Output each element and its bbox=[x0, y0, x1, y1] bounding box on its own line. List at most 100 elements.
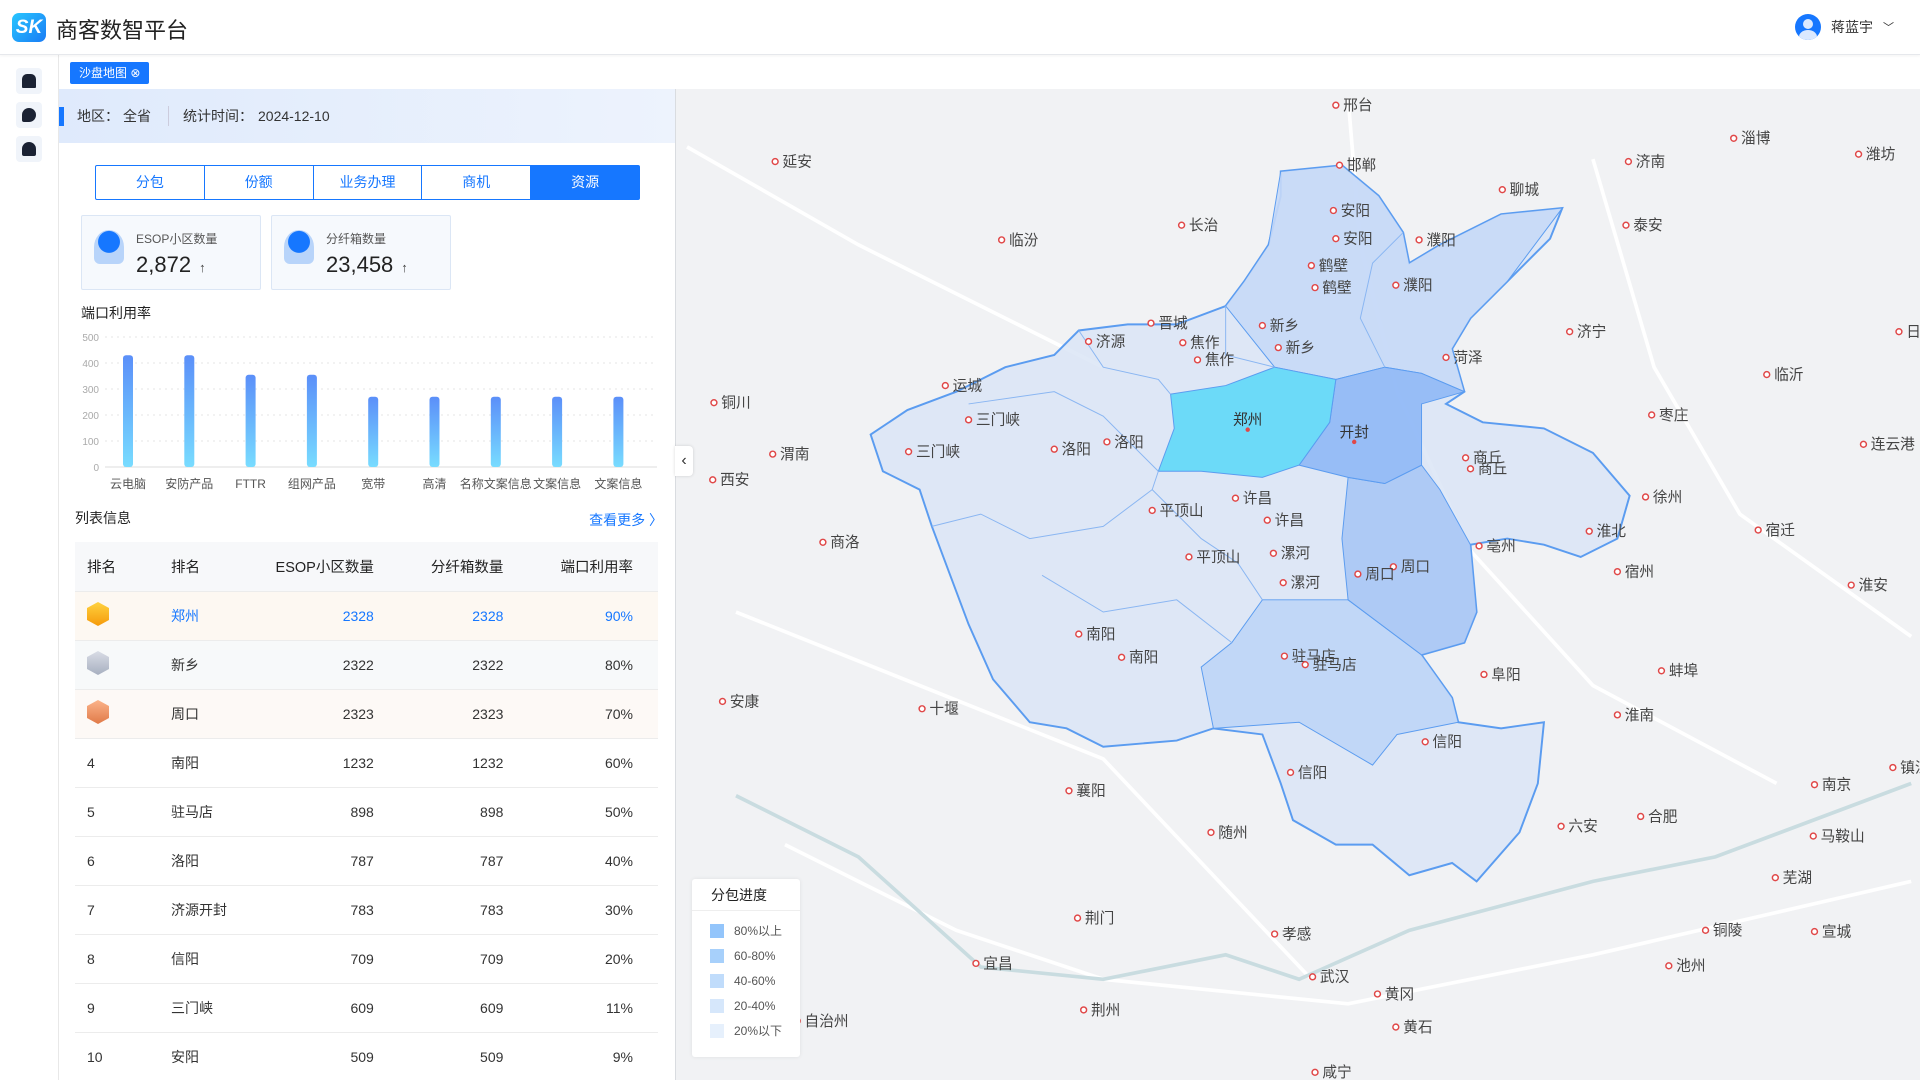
tab-sandbox-map[interactable]: 沙盘地图 ⊗ bbox=[70, 62, 150, 84]
bar[interactable] bbox=[368, 396, 379, 467]
city-marker[interactable]: 阜阳 bbox=[1480, 666, 1521, 683]
city-marker[interactable]: 西安 bbox=[709, 472, 750, 489]
city-marker[interactable]: 蚌埠 bbox=[1657, 662, 1699, 680]
bar[interactable] bbox=[613, 396, 624, 467]
city-marker[interactable]: 黄石 bbox=[1392, 1019, 1433, 1036]
city-marker[interactable]: 安阳 bbox=[1332, 231, 1373, 248]
tab-fenbao[interactable]: 分包 bbox=[96, 166, 205, 199]
city-marker[interactable]: 周口 bbox=[1354, 566, 1395, 583]
city-marker[interactable]: 商丘 bbox=[1466, 461, 1508, 478]
city-marker[interactable]: 南京 bbox=[1810, 777, 1852, 794]
city-marker[interactable]: 池州 bbox=[1665, 958, 1706, 975]
city-marker[interactable]: 铜川 bbox=[710, 395, 751, 412]
city-marker[interactable]: 亳州 bbox=[1475, 537, 1516, 555]
city-marker[interactable]: 晋城 bbox=[1147, 315, 1188, 332]
city-marker[interactable]: 濮阳 bbox=[1392, 277, 1433, 294]
city-marker[interactable]: 荆州 bbox=[1079, 1002, 1121, 1019]
city-marker[interactable]: 十堰 bbox=[918, 701, 959, 718]
city-marker[interactable]: 安阳 bbox=[1329, 202, 1370, 219]
table-row[interactable]: 5 驻马店 898 898 50% bbox=[75, 786, 658, 836]
city-marker[interactable]: 洛阳 bbox=[1050, 441, 1091, 458]
city-marker[interactable]: 襄阳 bbox=[1065, 783, 1106, 800]
tab-ziyuan[interactable]: 资源 bbox=[531, 166, 639, 199]
city-marker[interactable]: 日照 bbox=[1895, 325, 1920, 341]
city-marker[interactable]: 济宁 bbox=[1565, 324, 1607, 341]
close-icon[interactable]: ⊗ bbox=[130, 66, 141, 80]
city-marker[interactable]: 镇江 bbox=[1889, 759, 1920, 776]
city-marker[interactable]: 南阳 bbox=[1075, 626, 1116, 643]
city-marker[interactable]: 焦作 bbox=[1179, 335, 1220, 352]
table-row[interactable]: 8 信阳 709 709 20% bbox=[75, 933, 658, 983]
city-marker[interactable]: 宿州 bbox=[1613, 564, 1654, 581]
city-marker[interactable]: 许昌 bbox=[1263, 512, 1304, 529]
city-marker[interactable]: 马鞍山 bbox=[1809, 828, 1865, 845]
map-view[interactable]: 邢台 延安 济南 淄博 潍坊 邯郸 聊城 临汾 长治 泰安 安阳 安阳 濮阳 鹤壁 鹤壁 濮阳 晋城 新乡 新乡 焦作… bbox=[675, 89, 1920, 1081]
city-marker[interactable]: 驻马店 bbox=[1280, 648, 1336, 665]
bar[interactable] bbox=[552, 396, 563, 467]
city-marker[interactable]: 平顶山 bbox=[1148, 502, 1204, 519]
table-row[interactable]: 4 南阳 1232 1232 60% bbox=[75, 737, 658, 787]
store-icon[interactable] bbox=[16, 68, 42, 94]
table-row[interactable]: 7 济源开封 783 783 30% bbox=[75, 884, 658, 934]
city-marker[interactable]: 宜昌 bbox=[972, 955, 1013, 972]
city-marker[interactable]: 宣城 bbox=[1810, 923, 1852, 940]
city-marker[interactable]: 合肥 bbox=[1636, 808, 1678, 825]
view-more-link[interactable]: 查看更多 〉 bbox=[589, 512, 663, 528]
city-marker[interactable]: 枣庄 bbox=[1648, 406, 1689, 424]
city-marker[interactable]: 济南 bbox=[1624, 153, 1665, 170]
city-marker[interactable]: 鹤壁 bbox=[1311, 280, 1352, 297]
tab-shangji[interactable]: 商机 bbox=[422, 166, 532, 199]
user-icon[interactable] bbox=[16, 136, 42, 162]
city-marker[interactable]: 铜陵 bbox=[1701, 922, 1743, 939]
city-marker[interactable]: 淮北 bbox=[1585, 523, 1626, 540]
city-marker[interactable]: 随州 bbox=[1207, 824, 1248, 841]
table-row[interactable]: 6 洛阳 787 787 40% bbox=[75, 835, 658, 885]
table-row[interactable]: 郑州 2328 2328 90% bbox=[75, 590, 658, 640]
city-marker[interactable]: 宿迁 bbox=[1754, 522, 1795, 539]
city-marker[interactable]: 济源 bbox=[1084, 333, 1126, 350]
city-marker[interactable]: 洛阳 bbox=[1103, 434, 1144, 451]
bar[interactable] bbox=[490, 396, 501, 467]
city-marker[interactable]: 信阳 bbox=[1421, 734, 1462, 751]
city-marker[interactable]: 濮阳 bbox=[1415, 232, 1456, 249]
bar[interactable] bbox=[123, 355, 133, 467]
city-marker[interactable]: 鹤壁 bbox=[1307, 257, 1348, 274]
city-marker[interactable]: 荆门 bbox=[1073, 910, 1115, 927]
city-marker[interactable]: 渭南 bbox=[769, 446, 810, 463]
time-value[interactable]: 2024-12-10 bbox=[258, 108, 330, 124]
city-marker[interactable]: 新乡 bbox=[1258, 317, 1299, 334]
region-zhengzhou[interactable] bbox=[1157, 366, 1337, 478]
city-marker[interactable]: 泰安 bbox=[1622, 217, 1663, 234]
city-marker[interactable]: 淮安 bbox=[1847, 577, 1888, 594]
tab-yewu[interactable]: 业务办理 bbox=[314, 166, 423, 199]
city-marker[interactable]: 平顶山 bbox=[1185, 549, 1240, 566]
table-row[interactable]: 9 三门峡 609 609 11% bbox=[75, 982, 658, 1032]
bar[interactable] bbox=[306, 374, 317, 467]
city-marker[interactable]: 自治州 bbox=[793, 1013, 849, 1030]
table-row[interactable]: 周口 2323 2323 70% bbox=[75, 688, 658, 738]
bar[interactable] bbox=[429, 396, 440, 467]
city-marker[interactable]: 邯郸 bbox=[1335, 157, 1377, 174]
city-marker[interactable]: 商丘 bbox=[1461, 450, 1503, 467]
city-marker[interactable]: 淄博 bbox=[1730, 130, 1771, 147]
city-marker[interactable]: 淮南 bbox=[1613, 707, 1654, 724]
city-marker[interactable]: 驻马店 bbox=[1301, 657, 1357, 674]
bar[interactable] bbox=[184, 355, 195, 467]
city-marker[interactable]: 长治 bbox=[1177, 217, 1219, 234]
city-marker[interactable]: 运城 bbox=[941, 377, 982, 394]
city-marker[interactable]: 信阳 bbox=[1286, 764, 1328, 781]
collapse-panel-button[interactable]: ‹ bbox=[675, 446, 693, 476]
city-marker[interactable]: 商洛 bbox=[819, 534, 860, 551]
tab-fene[interactable]: 份额 bbox=[205, 166, 314, 199]
city-marker[interactable]: 黄冈 bbox=[1373, 986, 1415, 1003]
city-marker[interactable]: 郑州 bbox=[1233, 412, 1262, 432]
city-marker[interactable]: 三门峡 bbox=[964, 412, 1021, 429]
city-marker[interactable]: 潍坊 bbox=[1854, 146, 1896, 163]
city-marker[interactable]: 开封 bbox=[1340, 424, 1370, 445]
city-marker[interactable]: 聊城 bbox=[1498, 182, 1539, 199]
region-value[interactable]: 全省 bbox=[123, 108, 151, 124]
city-marker[interactable]: 延安 bbox=[771, 153, 812, 170]
table-row[interactable]: 10 安阳 509 509 9% bbox=[75, 1031, 658, 1080]
city-marker[interactable]: 周口 bbox=[1389, 559, 1430, 576]
city-marker[interactable]: 临汾 bbox=[997, 232, 1039, 249]
